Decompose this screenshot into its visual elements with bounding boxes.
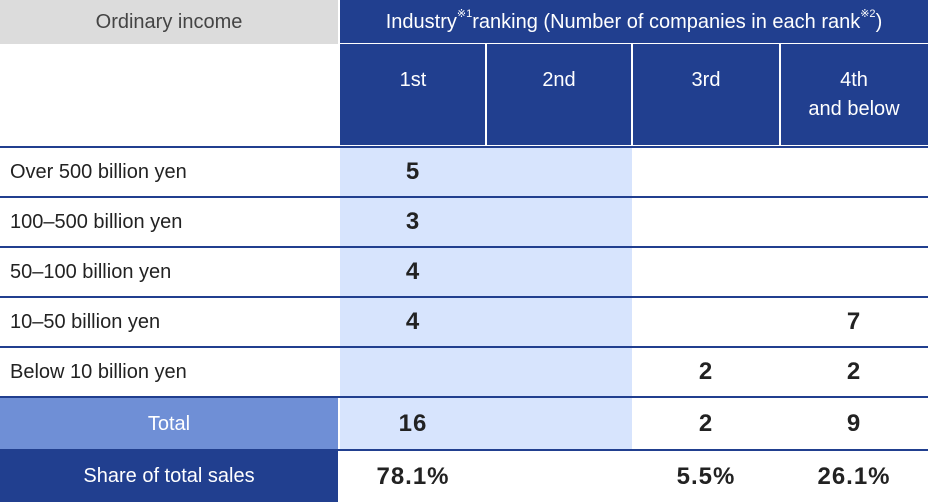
value-below-10-3rd: 2 <box>632 348 780 396</box>
value-text: 4 <box>405 308 421 335</box>
rank-header-4th-text: 4th and below <box>808 69 900 120</box>
total-row-label: Total <box>0 398 338 450</box>
value-text: 2 <box>698 410 714 437</box>
value-100-500-1st: 3 <box>340 198 486 246</box>
header-divider <box>631 44 633 146</box>
row-divider <box>0 146 928 148</box>
value-text: 78.1% <box>376 462 450 490</box>
group-prefix: Industry <box>385 10 457 33</box>
rank-header-3rd: 3rd <box>632 44 780 145</box>
value-10-50-4th: 7 <box>780 298 928 346</box>
row-divider <box>0 246 928 248</box>
row-label-50-100: 50–100 billion yen <box>0 248 338 296</box>
value-text: 5 <box>405 158 421 185</box>
value-text: 5.5% <box>676 462 736 490</box>
value-below-10-4th: 2 <box>780 348 928 396</box>
rank-header-1st-text: 1st <box>399 69 427 91</box>
row-label-text: Below 10 billion yen <box>10 360 187 383</box>
group-middle: ranking (Number of companies in each ran… <box>472 10 861 33</box>
rank-header-1st: 1st <box>340 44 486 145</box>
value-text: 16 <box>398 410 428 437</box>
header-divider <box>338 0 340 146</box>
row-divider <box>0 346 928 348</box>
rank-header-2nd: 2nd <box>486 44 632 145</box>
total-label-text: Total <box>147 412 191 435</box>
header-divider <box>485 44 487 146</box>
value-over-500-1st: 5 <box>340 148 486 196</box>
value-text: 3 <box>405 208 421 235</box>
value-text: 2 <box>698 358 714 385</box>
row-label-over-500: Over 500 billion yen <box>0 148 338 196</box>
ordinary-income-header: Ordinary income <box>0 0 338 44</box>
value-text: 9 <box>846 410 862 437</box>
row-label-10-50: 10–50 billion yen <box>0 298 338 346</box>
share-4th: 26.1% <box>780 451 928 502</box>
row-label-100-500: 100–500 billion yen <box>0 198 338 246</box>
row-label-text: 10–50 billion yen <box>10 310 161 333</box>
value-text: 7 <box>846 308 862 335</box>
row-label-text: 100–500 billion yen <box>10 210 183 233</box>
rank-header-3rd-text: 3rd <box>691 69 721 91</box>
share-3rd: 5.5% <box>632 451 780 502</box>
share-label-text: Share of total sales <box>83 465 255 487</box>
row-label-text: Over 500 billion yen <box>10 160 187 183</box>
total-1st: 16 <box>340 398 486 450</box>
value-50-100-1st: 4 <box>340 248 486 296</box>
ordinary-income-header-text: Ordinary income <box>95 10 243 33</box>
group-suffix: ) <box>875 10 883 33</box>
value-10-50-1st: 4 <box>340 298 486 346</box>
share-1st: 78.1% <box>340 451 486 502</box>
total-3rd: 2 <box>632 398 780 450</box>
rank-header-2nd-text: 2nd <box>542 69 576 91</box>
row-divider <box>0 396 928 398</box>
row-label-below-10: Below 10 billion yen <box>0 348 338 396</box>
rank-header-4th-and-below: 4th and below <box>780 44 928 145</box>
header-divider <box>779 44 781 146</box>
value-text: 26.1% <box>817 462 891 490</box>
value-text: 4 <box>405 258 421 285</box>
row-divider <box>0 449 928 451</box>
total-4th: 9 <box>780 398 928 450</box>
footnote-mark-2: ※2 <box>860 7 876 20</box>
industry-ranking-header: Industry※1ranking (Number of companies i… <box>340 0 928 44</box>
row-divider <box>0 296 928 298</box>
share-row-label: Share of total sales <box>0 451 338 502</box>
value-text: 2 <box>846 358 862 385</box>
industry-ranking-header-text: Industry※1ranking (Number of companies i… <box>386 8 882 37</box>
row-divider <box>0 196 928 198</box>
footnote-mark-1: ※1 <box>456 7 473 20</box>
row-label-text: 50–100 billion yen <box>10 260 172 283</box>
header-inner-divider <box>340 43 928 44</box>
